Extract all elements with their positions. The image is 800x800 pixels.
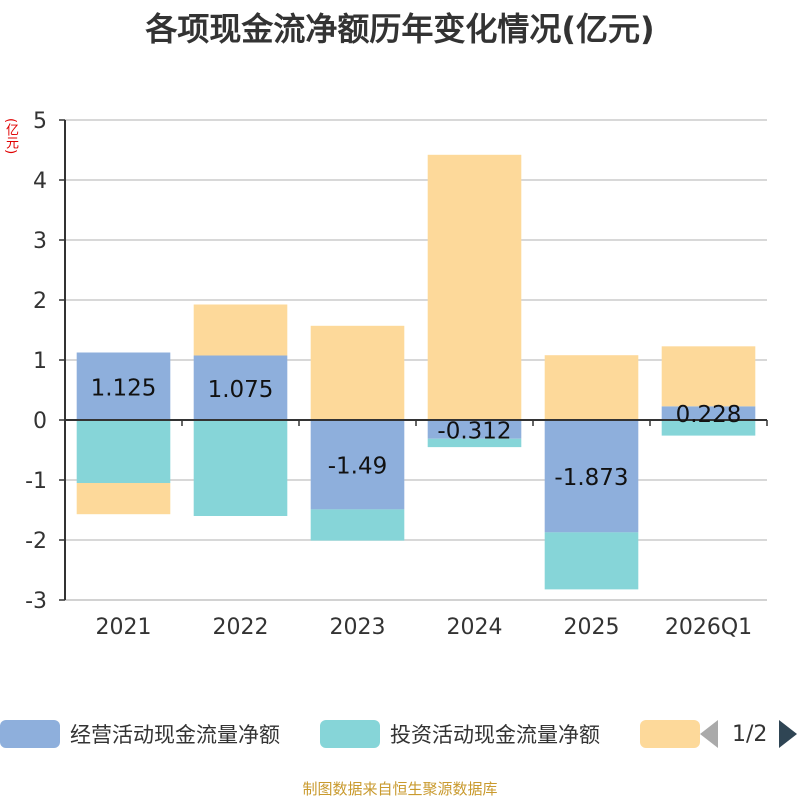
y-axis-unit-label: (亿元) [3,118,18,155]
x-tick-label: 2024 [447,615,503,640]
axes: 5 4 3 2 1 0 -1 -2 -3 2021 2022 2023 2024 2025 2026Q1 [25,109,768,640]
data-source-note: 制图数据来自恒生聚源数据库 [302,780,498,798]
chart-title: 各项现金流净额历年变化情况(亿元) [145,10,655,48]
data-label-2026Q1: 0.228 [676,402,742,428]
x-tick-label: 2022 [213,615,269,640]
bar-2024-series-2 [427,154,522,421]
x-tick-label: 2021 [96,615,152,640]
bar-2025-series-0 [544,420,639,533]
bar-2024-series-1 [427,438,522,448]
bar-2026Q1-series-1 [661,420,756,436]
y-tick-label: 2 [33,289,47,314]
bar-2025-series-2 [544,355,639,420]
y-tick-label: 0 [33,409,47,434]
data-label-2023: -1.49 [328,454,388,480]
legend-label-investing: 投资活动现金流量净额 [390,723,600,747]
data-label-2024: -0.312 [437,418,511,444]
y-tick-label: 4 [33,169,47,194]
legend-page-indicator: 1/2 [732,721,768,747]
bar-2026Q1-series-2 [661,346,756,407]
legend-next-page-icon[interactable] [779,720,798,748]
bar-2023-series-2 [310,325,405,420]
legend-prev-page-icon[interactable] [700,720,718,748]
grid-lines [65,119,767,601]
y-tick-label: 3 [33,229,47,254]
bar-2023-series-0 [310,420,405,510]
x-tick-label: 2025 [564,615,620,640]
legend-swatch-operating [0,720,60,748]
y-tick-label: -2 [25,529,47,554]
x-tick-label: 2026Q1 [665,615,752,640]
bar-2026Q1-series-0 [661,406,756,420]
bar-2021-series-0 [76,352,171,420]
bar-2025-series-1 [544,532,639,590]
y-tick-label: -1 [25,469,47,494]
bar-2022-series-1 [193,420,288,516]
bar-2021-series-1 [76,420,171,483]
bars [76,154,756,590]
data-label-2025: -1.873 [554,465,628,491]
bar-2021-series-2 [76,483,171,515]
data-labels: 1.125 1.075 -1.49 -0.312 -1.873 0.228 [91,375,742,491]
bar-2022-series-2 [193,304,288,356]
legend-pager: 1/2 [700,720,798,748]
legend-item-operating[interactable]: 经营活动现金流量净额 [0,720,280,748]
y-tick-label: 1 [33,349,47,374]
stacked-bar-chart: 5 4 3 2 1 0 -1 -2 -3 2021 2022 2023 2024 2025 2026Q1 1… [25,109,768,640]
legend-label-operating: 经营活动现金流量净额 [70,723,280,747]
legend-item-financing[interactable] [640,720,710,748]
legend-swatch-investing [320,720,380,748]
y-tick-label: 5 [33,109,47,134]
x-tick-label: 2023 [330,615,386,640]
legend: 经营活动现金流量净额 投资活动现金流量净额 1/2 [0,712,800,756]
y-tick-label: -3 [25,589,47,614]
bar-2022-series-0 [193,355,288,420]
bar-2024-series-0 [427,420,522,439]
legend-item-investing[interactable]: 投资活动现金流量净额 [320,720,600,748]
data-label-2022: 1.075 [208,377,274,403]
data-label-2021: 1.125 [91,375,157,401]
bar-2023-series-1 [310,509,405,541]
legend-swatch-financing [640,720,700,748]
